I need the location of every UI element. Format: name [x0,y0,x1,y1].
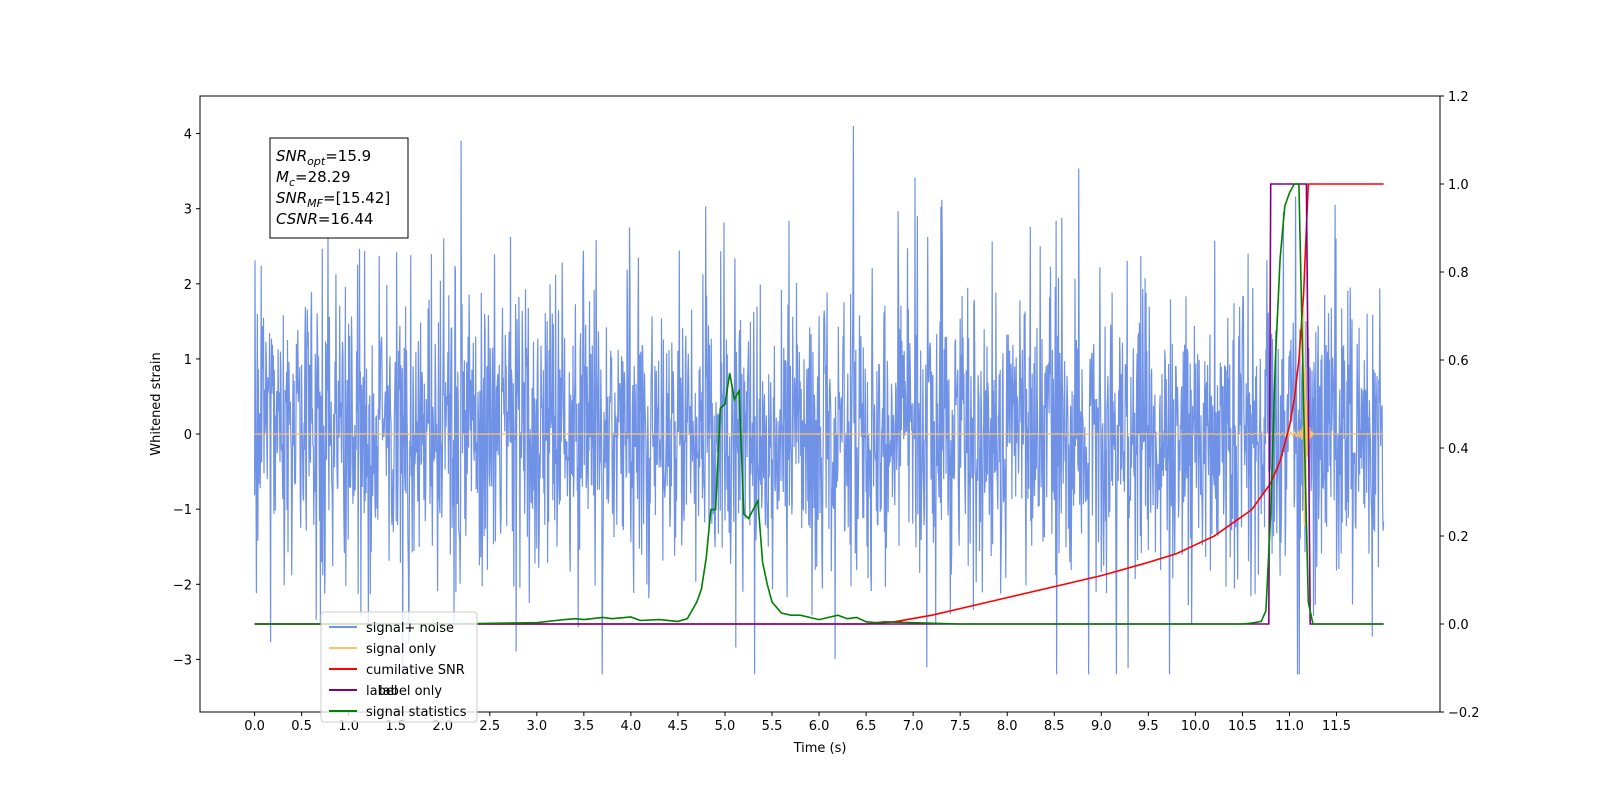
series-line-signal-only [254,310,1384,527]
legend-frame [320,611,478,723]
annotation-box: SNRopt=15.9Mc=28.29SNRMF=[15.42]CSNR=16.… [269,137,409,239]
y2-tick-label: −0.2 [1448,706,1480,721]
y-tick-label: −1 [173,503,192,518]
annotation-subscript: opt [307,155,326,168]
x-tick-label: 9.5 [1138,719,1159,734]
x-tick-label: 3.5 [574,719,595,734]
x-tick-label: 8.5 [1044,719,1065,734]
y2-tick-label: 0.4 [1448,442,1469,457]
x-tick-label: 6.0 [809,719,830,734]
x-tick-label: 1.0 [338,719,359,734]
y2-tick-label: 0.8 [1448,266,1469,281]
legend-label: signal only [366,642,436,657]
y-tick-label: −3 [173,653,192,668]
x-tick-label: 9.0 [1091,719,1112,734]
annotation-symbol: M [276,168,289,186]
series-line-signal-statistics [254,183,1384,625]
annotation-line: SNRopt=15.9 [276,147,371,168]
x-tick-label: 2.0 [432,719,453,734]
annotation-subscript: c [289,176,295,189]
legend-hidden-label: label only [379,684,442,699]
x-tick-label: 7.5 [950,719,971,734]
y-tick-label: −2 [173,578,192,593]
annotation-frame [269,137,409,239]
annotation-line: SNRMF=[15.42] [276,189,390,210]
x-tick-label: 2.5 [479,719,500,734]
x-tick-label: 8.0 [997,719,1018,734]
x-tick-label: 10.0 [1181,719,1210,734]
y2-tick-label: 0.6 [1448,354,1469,369]
x-tick-label: 5.5 [762,719,783,734]
y-tick-label: 3 [184,203,192,218]
y2-tick-label: 1.0 [1448,178,1469,193]
annotation-value: =15.9 [325,147,371,165]
x-tick-label: 0.0 [244,719,265,734]
annotation-symbol: SNR [276,189,307,207]
legend: label only signal+ noise signal only cumila… [320,611,478,723]
annotation-value: =[15.42] [323,189,390,207]
x-tick-label: 10.5 [1228,719,1257,734]
y2-tick-label: 1.2 [1448,90,1469,105]
annotation-subscript: MF [307,197,323,210]
x-tick-label: 5.0 [715,719,736,734]
x-tick-label: 6.5 [856,719,877,734]
annotation-line: CSNR=16.44 [276,210,373,228]
annotation-value: =28.29 [295,168,351,186]
y2-tick-label: 0.0 [1448,618,1469,633]
y-tick-label: 4 [184,128,192,143]
legend-label: cumilative SNR [366,663,465,678]
annotation-symbol: SNR [276,147,307,165]
x-tick-label: 11.5 [1322,719,1351,734]
x-tick-label: 4.5 [668,719,689,734]
x-axis-label: Time (s) [793,741,847,756]
legend-label: signal statistics [366,705,467,720]
x-tick-label: 1.5 [385,719,406,734]
x-tick-label: 3.0 [526,719,547,734]
y-tick-label: 1 [184,353,192,368]
ticks-layer: 0.0 0.5 1.0 1.5 2.0 2.5 3.0 3.5 4.0 4.5 5.0 5.5 6.0 6… [173,90,1480,734]
legend-label: signal+ noise [366,621,454,636]
series-layer [254,125,1385,675]
y-tick-label: 0 [184,428,192,443]
plot-frame [199,95,1441,713]
annotation-line: Mc=28.29 [276,168,351,189]
x-tick-label: 4.0 [621,719,642,734]
y-axis-label: Whitened strain [149,352,164,455]
annotation-symbol: CSNR [276,210,318,228]
x-tick-label: 0.5 [291,719,312,734]
x-tick-label: 7.0 [903,719,924,734]
series-line-cumulative-snr [254,183,1384,625]
x-tick-label: 11.0 [1275,719,1304,734]
annotation-value: =16.44 [318,210,374,228]
y2-tick-label: 0.2 [1448,530,1469,545]
y-tick-label: 2 [184,278,192,293]
series-line-signal-noise [254,125,1385,675]
legend-label: label [366,684,397,699]
